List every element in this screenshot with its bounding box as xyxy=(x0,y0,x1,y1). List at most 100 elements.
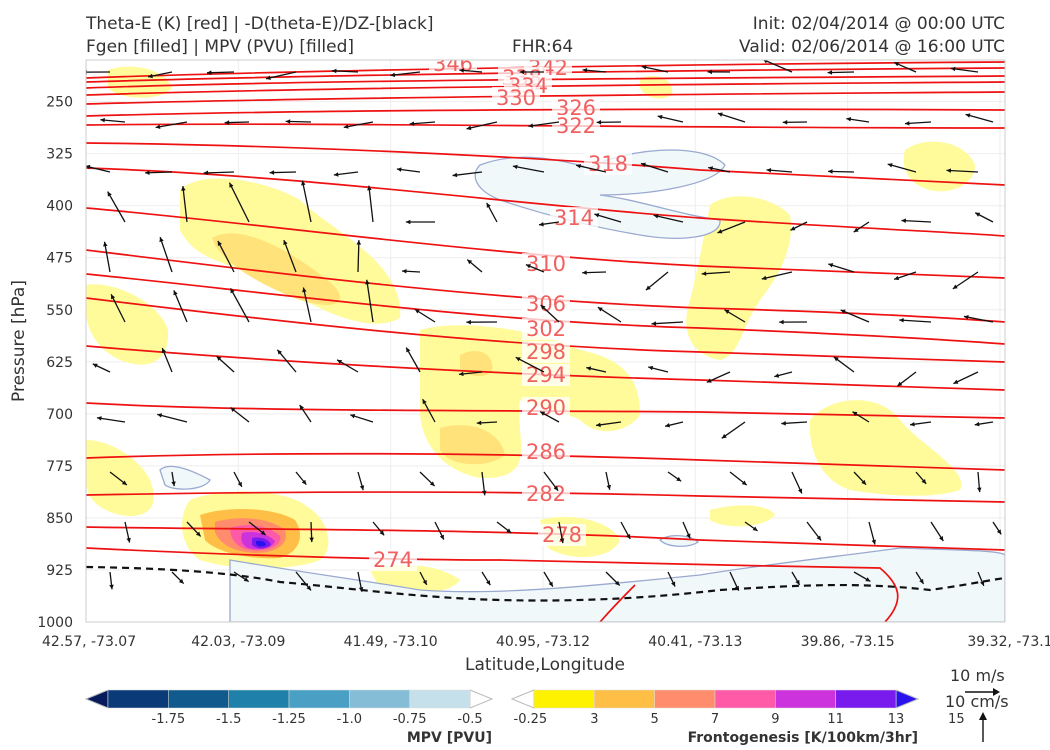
wind-vector-head xyxy=(779,319,784,325)
fgen-colorbar-swatch xyxy=(594,689,655,709)
wind-vector-head xyxy=(853,227,859,233)
wind-vector-head xyxy=(301,180,306,186)
wind-vector-head xyxy=(103,241,108,247)
mpv-colorbar-end xyxy=(84,689,109,709)
wind-vector-head xyxy=(559,538,565,544)
fgen-colorbar-swatch xyxy=(533,689,595,709)
wind-vector-head xyxy=(640,162,646,167)
wind-vector-head xyxy=(782,120,788,125)
theta-e-label: 306 xyxy=(526,292,566,316)
wind-vector-head xyxy=(459,68,464,73)
wind-vector-head xyxy=(260,530,266,535)
fgen-colorbar-title: Frontogenesis [K/100km/3hr] xyxy=(688,730,918,746)
wind-vector xyxy=(217,240,235,273)
theta-e-label: 286 xyxy=(526,440,566,464)
fgen-colorbar-tick: 5 xyxy=(651,712,659,727)
y-tick-label: 325 xyxy=(46,147,73,163)
theta-e-label-bg xyxy=(550,207,598,229)
wind-vector-head xyxy=(596,422,601,428)
wind-vector-head xyxy=(409,121,415,126)
fgen-filled-contour xyxy=(180,178,401,324)
theta-e-contour xyxy=(86,249,1005,323)
wind-vector xyxy=(159,236,173,273)
wind-vector xyxy=(173,290,188,323)
wind-vector-head xyxy=(350,413,356,419)
wind-vector-head xyxy=(540,411,546,416)
wind-vector-head xyxy=(763,60,768,64)
theta-e-label: 298 xyxy=(526,340,566,364)
wind-vector-head xyxy=(109,584,114,590)
wind-vector-head xyxy=(148,73,153,79)
wind-vector-head xyxy=(946,168,952,173)
mpv-colorbar-swatch xyxy=(349,689,410,709)
wind-vector xyxy=(965,113,994,123)
x-tick-label: 40.95, -73.12 xyxy=(496,634,590,650)
wind-vector-head xyxy=(816,535,822,541)
fgen-colorbar-tick: 15 xyxy=(948,712,965,727)
wind-vector xyxy=(96,417,126,423)
wind-vector xyxy=(953,371,979,385)
wind-vector-head xyxy=(865,577,871,582)
wind-vector-head xyxy=(582,270,587,275)
wind-vector-head xyxy=(439,534,444,540)
wind-vector-head xyxy=(126,537,131,543)
fgen-filled-contour xyxy=(640,75,673,99)
mpv-colorbar-tick: -1.5 xyxy=(216,712,241,727)
wind-vector xyxy=(701,271,731,275)
theta-e-label-bg xyxy=(522,441,570,463)
mpv-colorbar-tick: -0.75 xyxy=(393,712,427,727)
wind-vector-head xyxy=(331,68,337,74)
wind-vector-head xyxy=(828,169,833,174)
wind-vector-head xyxy=(919,578,924,584)
wind-vector-head xyxy=(653,214,659,219)
wind-vector xyxy=(229,288,250,323)
wind-vector xyxy=(840,309,870,323)
wind-vector-head xyxy=(337,359,343,365)
theta-e-contour xyxy=(86,452,1005,471)
wind-vector-head xyxy=(708,166,714,171)
wind-vector-head xyxy=(301,479,307,485)
theta-e-label-bg xyxy=(429,60,477,75)
wind-vector xyxy=(283,239,297,273)
wind-vector-head xyxy=(379,530,385,536)
mpv-colorbar-title: MPV [PVU] xyxy=(407,730,492,746)
wind-vector-head xyxy=(356,240,362,245)
x-axis-label: Latitude,Longitude xyxy=(465,655,625,675)
fgen-filled-contour xyxy=(256,540,266,547)
theta-e-label-bg xyxy=(369,549,417,571)
wind-vector-head xyxy=(367,185,372,191)
theta-e-label: 314 xyxy=(554,206,594,230)
wind-vector-head xyxy=(614,580,620,586)
wind-vector-head xyxy=(195,531,201,537)
wind-vector-head xyxy=(343,124,349,129)
wind-vector xyxy=(594,213,622,223)
wind-vector-head xyxy=(871,539,876,545)
wind-vector-head xyxy=(963,315,969,320)
fgen-colorbar-end xyxy=(895,689,920,709)
wind-vector-head xyxy=(790,226,796,231)
mpv-colorbar-tick: -1.25 xyxy=(272,712,306,727)
wind-vector-head xyxy=(707,69,712,75)
y-tick-label: 850 xyxy=(46,511,73,527)
wind-scale-horizontal-label: 10 m/s xyxy=(950,666,1005,685)
theta-e-label-bg xyxy=(552,97,600,119)
wind-vector-head xyxy=(96,416,102,421)
wind-vector-head xyxy=(358,586,364,592)
wind-vector xyxy=(640,162,669,173)
wind-vector-head xyxy=(206,70,212,75)
y-tick-label: 250 xyxy=(46,95,73,111)
wind-vector-head xyxy=(606,484,612,490)
x-tick-label: 39.32, -73.1 xyxy=(967,634,1050,650)
wind-vector-head xyxy=(766,168,772,173)
wind-vector-head xyxy=(171,481,176,487)
wind-vector-head xyxy=(651,321,657,326)
wind-vector-head xyxy=(519,69,525,75)
wind-vector-head xyxy=(230,407,236,413)
theta-e-contour xyxy=(86,547,899,622)
fgen-filled-contour xyxy=(212,233,340,305)
wind-vector-head xyxy=(467,259,473,265)
wind-vector-head xyxy=(671,581,676,587)
theta-e-label-bg xyxy=(522,318,570,340)
wind-vector-head xyxy=(306,585,312,591)
